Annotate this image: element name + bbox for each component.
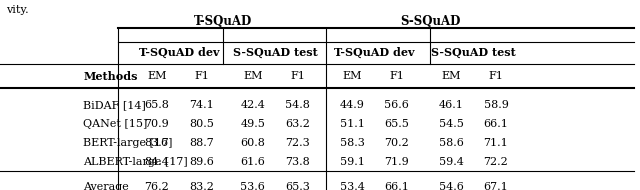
- Text: 49.5: 49.5: [241, 119, 265, 129]
- Text: S-SQuAD: S-SQuAD: [401, 15, 461, 28]
- Text: 71.1: 71.1: [484, 138, 508, 148]
- Text: T-SQuAD dev: T-SQuAD dev: [139, 47, 220, 58]
- Text: BiDAF [14]: BiDAF [14]: [83, 100, 146, 110]
- Text: 89.6: 89.6: [189, 157, 214, 166]
- Text: 71.9: 71.9: [385, 157, 409, 166]
- Text: T-SQuAD dev: T-SQuAD dev: [334, 47, 415, 58]
- Text: 83.7: 83.7: [145, 138, 169, 148]
- Text: 67.1: 67.1: [484, 182, 508, 190]
- Text: EM: EM: [442, 71, 461, 82]
- Text: 44.9: 44.9: [340, 100, 364, 110]
- Text: 88.7: 88.7: [189, 138, 214, 148]
- Text: F1: F1: [194, 71, 209, 82]
- Text: 65.5: 65.5: [385, 119, 409, 129]
- Text: 76.2: 76.2: [145, 182, 169, 190]
- Text: 42.4: 42.4: [241, 100, 265, 110]
- Text: 46.1: 46.1: [439, 100, 463, 110]
- Text: 70.9: 70.9: [145, 119, 169, 129]
- Text: 72.3: 72.3: [285, 138, 310, 148]
- Text: 59.4: 59.4: [439, 157, 463, 166]
- Text: 80.5: 80.5: [189, 119, 214, 129]
- Text: 58.9: 58.9: [484, 100, 508, 110]
- Text: 66.1: 66.1: [484, 119, 508, 129]
- Text: QANet [15]: QANet [15]: [83, 119, 148, 129]
- Text: F1: F1: [488, 71, 504, 82]
- Text: S-SQuAD test: S-SQuAD test: [233, 47, 317, 58]
- Text: 83.2: 83.2: [189, 182, 214, 190]
- Text: Methods: Methods: [83, 71, 138, 82]
- Text: 58.3: 58.3: [340, 138, 364, 148]
- Text: EM: EM: [342, 71, 362, 82]
- Text: 54.6: 54.6: [439, 182, 463, 190]
- Text: 58.6: 58.6: [439, 138, 463, 148]
- Text: 59.1: 59.1: [340, 157, 364, 166]
- Text: F1: F1: [290, 71, 305, 82]
- Text: 65.3: 65.3: [285, 182, 310, 190]
- Text: F1: F1: [389, 71, 404, 82]
- Text: ALBERT-large [17]: ALBERT-large [17]: [83, 157, 188, 166]
- Text: 54.5: 54.5: [439, 119, 463, 129]
- Text: 54.8: 54.8: [285, 100, 310, 110]
- Text: 56.6: 56.6: [385, 100, 409, 110]
- Text: 60.8: 60.8: [241, 138, 265, 148]
- Text: 65.8: 65.8: [145, 100, 169, 110]
- Text: 70.2: 70.2: [385, 138, 409, 148]
- Text: vity.: vity.: [6, 5, 29, 15]
- Text: 74.1: 74.1: [189, 100, 214, 110]
- Text: S-SQuAD test: S-SQuAD test: [431, 47, 516, 58]
- Text: EM: EM: [243, 71, 262, 82]
- Text: 73.8: 73.8: [285, 157, 310, 166]
- Text: Average: Average: [83, 182, 129, 190]
- Text: 51.1: 51.1: [340, 119, 364, 129]
- Text: 53.4: 53.4: [340, 182, 364, 190]
- Text: BERT-large [16]: BERT-large [16]: [83, 138, 173, 148]
- Text: 84.4: 84.4: [145, 157, 169, 166]
- Text: EM: EM: [147, 71, 166, 82]
- Text: 72.2: 72.2: [484, 157, 508, 166]
- Text: 63.2: 63.2: [285, 119, 310, 129]
- Text: T-SQuAD: T-SQuAD: [193, 15, 252, 28]
- Text: 61.6: 61.6: [241, 157, 265, 166]
- Text: 53.6: 53.6: [241, 182, 265, 190]
- Text: 66.1: 66.1: [385, 182, 409, 190]
